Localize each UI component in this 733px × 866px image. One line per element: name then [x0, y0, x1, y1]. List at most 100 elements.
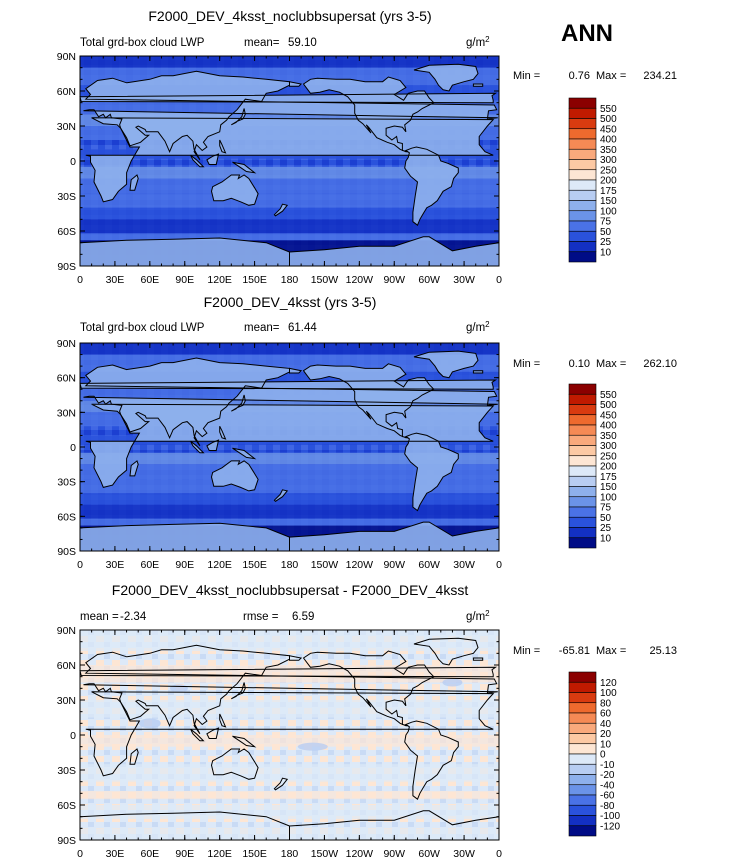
land-fill [211, 460, 259, 491]
coastline [404, 146, 459, 226]
colorbar-swatch [568, 97, 597, 109]
colorbar-swatch [568, 496, 597, 508]
colorbar-label: 100 [600, 206, 617, 217]
mean-label: mean= [244, 37, 280, 49]
colorbar-label: 10 [600, 739, 612, 750]
colorbar-swatch [568, 733, 597, 745]
x-tick-label: 150E [242, 274, 267, 286]
colorbar-swatch [568, 692, 597, 704]
colorbar-swatch [568, 434, 597, 446]
y-tick-label: 60N [57, 86, 76, 98]
land-fill [232, 162, 255, 173]
season-label: ANN [561, 20, 613, 47]
colorbar-label: 10 [600, 247, 612, 258]
colorbar-swatch [568, 393, 597, 405]
units-exponent: 2 [485, 35, 490, 44]
units-exponent: 2 [485, 320, 490, 329]
colorbar-swatch [568, 159, 597, 171]
x-tick-label: 120W [346, 848, 374, 860]
coastline [79, 92, 498, 104]
panel-title: F2000_DEV_4ksst_noclubbsupersat - F2000_… [112, 582, 469, 598]
coastline [85, 403, 495, 488]
variable-label: Total grd-box cloud LWP [80, 322, 205, 334]
x-tick-label: 180 [281, 559, 299, 571]
coastline [83, 644, 498, 735]
colorbar-swatch [568, 702, 597, 714]
colorbar-swatch [568, 128, 597, 140]
mean-label: mean= [244, 322, 280, 334]
min-label: Min = [513, 70, 540, 82]
colorbar-label: 350 [600, 431, 617, 442]
colorbar-swatch [568, 169, 597, 181]
coastline [129, 460, 139, 477]
coastline [190, 154, 205, 168]
x-tick-label: 30W [453, 274, 475, 286]
map-panel-3: F2000_DEV_4ksst_noclubbsupersat - F2000_… [57, 582, 677, 860]
colorbar: 5505004504003503002502001751501007550251… [568, 97, 617, 263]
colorbar-swatch [568, 743, 597, 755]
colorbar-swatch [568, 825, 597, 837]
colorbar-swatch [568, 179, 597, 191]
x-tick-label: 60W [418, 559, 440, 571]
map-panel-2: F2000_DEV_4ksst (yrs 3-5) Total grd-box c… [57, 294, 677, 571]
colorbar-label: 20 [600, 729, 612, 740]
land-fill [303, 363, 434, 438]
y-tick-label: 30S [57, 477, 76, 489]
max-value: 234.21 [643, 70, 677, 82]
colorbar-swatch [568, 475, 597, 487]
mean-value: 61.44 [288, 322, 317, 334]
min-value: -65.81 [559, 645, 590, 657]
y-tick-label: 0 [70, 156, 76, 168]
x-tick-label: 0 [77, 274, 83, 286]
y-tick-label: 60S [57, 800, 76, 812]
coastline [79, 666, 498, 678]
y-tick-label: 0 [70, 730, 76, 742]
field-band [80, 630, 499, 651]
units-label: g/m2 [466, 35, 490, 49]
y-tick-label: 90N [57, 338, 76, 350]
coastline [79, 379, 498, 390]
colorbar-label: 350 [600, 145, 617, 156]
field-band [80, 343, 499, 355]
coastline [302, 363, 435, 439]
colorbar-swatch [568, 200, 597, 212]
colorbar-label: 80 [600, 698, 612, 709]
x-tick-label: 0 [496, 559, 502, 571]
colorbar-label: -120 [600, 821, 620, 832]
coastline [219, 425, 227, 440]
colorbar-label: -10 [600, 760, 615, 771]
coastline [190, 728, 205, 742]
coastline [219, 139, 227, 154]
field-band [80, 452, 499, 465]
colorbar-label: 50 [600, 513, 612, 524]
land-fill [85, 117, 494, 202]
colorbar-label: 25 [600, 237, 612, 248]
max-label: Max = [596, 358, 626, 370]
colorbar-label: 175 [600, 186, 617, 197]
y-tick-label: 60S [57, 511, 76, 523]
coastline [289, 81, 303, 87]
x-tick-label: 150W [311, 274, 339, 286]
colorbar-label: 300 [600, 441, 617, 452]
y-tick-label: 90S [57, 835, 76, 847]
coastline [273, 777, 289, 791]
y-tick-label: 30N [57, 407, 76, 419]
colorbar-swatch [568, 404, 597, 416]
colorbar-swatch [568, 681, 597, 693]
colorbar-swatch [568, 455, 597, 467]
y-tick-label: 90N [57, 625, 76, 637]
land-fill [414, 64, 478, 91]
y-tick-label: 60N [57, 373, 76, 385]
field-band [80, 166, 499, 179]
max-label: Max = [596, 70, 626, 82]
colorbar-label: 0 [600, 750, 606, 761]
x-tick-label: 60E [140, 848, 159, 860]
land-fill [289, 236, 499, 266]
land-fill [274, 489, 288, 502]
colorbar-label: 60 [600, 709, 612, 720]
land-fill [274, 204, 288, 216]
land-fill [83, 71, 498, 160]
colorbar-label: 450 [600, 124, 617, 135]
coastline [231, 394, 246, 412]
y-tick-label: 60S [57, 226, 76, 238]
